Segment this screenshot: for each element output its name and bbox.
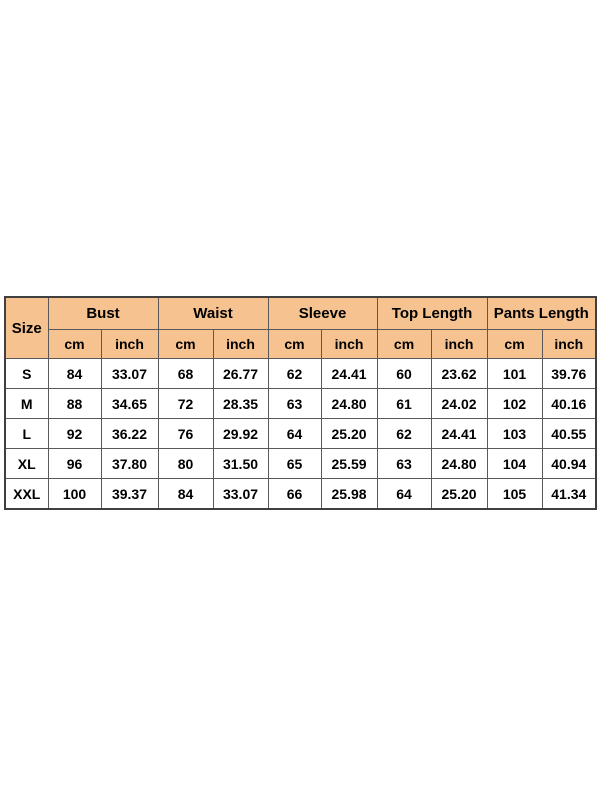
size-column-header: Size xyxy=(4,296,49,359)
cell-top-length-cm: 63 xyxy=(376,448,432,479)
cell-top-length-inch: 24.02 xyxy=(430,388,488,419)
cell-waist-inch: 33.07 xyxy=(212,478,269,510)
cell-waist-inch: 31.50 xyxy=(212,448,269,479)
cell-pants-length-cm: 101 xyxy=(486,358,543,389)
unit-header-bust-cm: cm xyxy=(47,329,102,359)
cell-bust-cm: 88 xyxy=(47,388,102,419)
cell-bust-cm: 96 xyxy=(47,448,102,479)
cell-pants-length-inch: 40.55 xyxy=(541,418,597,449)
cell-top-length-cm: 64 xyxy=(376,478,432,510)
cell-pants-length-cm: 105 xyxy=(486,478,543,510)
cell-sleeve-cm: 64 xyxy=(267,418,322,449)
cell-sleeve-inch: 25.98 xyxy=(320,478,378,510)
cell-top-length-cm: 62 xyxy=(376,418,432,449)
column-group-waist: Waist xyxy=(157,296,269,330)
cell-waist-cm: 80 xyxy=(157,448,214,479)
cell-bust-cm: 100 xyxy=(47,478,102,510)
cell-sleeve-cm: 63 xyxy=(267,388,322,419)
cell-top-length-inch: 25.20 xyxy=(430,478,488,510)
table-row-m: M 88 34.65 72 28.35 63 24.80 61 24.02 10… xyxy=(4,388,597,419)
cell-pants-length-cm: 104 xyxy=(486,448,543,479)
cell-top-length-inch: 23.62 xyxy=(430,358,488,389)
cell-sleeve-inch: 24.41 xyxy=(320,358,378,389)
cell-waist-cm: 68 xyxy=(157,358,214,389)
unit-header-waist-cm: cm xyxy=(157,329,214,359)
cell-bust-inch: 36.22 xyxy=(100,418,159,449)
cell-bust-cm: 84 xyxy=(47,358,102,389)
unit-header-bust-inch: inch xyxy=(100,329,159,359)
unit-header-row: cm inch cm inch cm inch cm inch cm inch xyxy=(5,329,597,359)
cell-top-length-cm: 61 xyxy=(376,388,432,419)
cell-bust-cm: 92 xyxy=(47,418,102,449)
cell-pants-length-inch: 40.94 xyxy=(541,448,597,479)
size-chart-table: Size Bust Waist Sleeve Top Length Pants … xyxy=(4,296,598,510)
cell-waist-inch: 26.77 xyxy=(212,358,269,389)
cell-sleeve-cm: 62 xyxy=(267,358,322,389)
cell-top-length-inch: 24.41 xyxy=(430,418,488,449)
unit-header-sleeve-cm: cm xyxy=(267,329,322,359)
cell-bust-inch: 39.37 xyxy=(100,478,159,510)
cell-sleeve-cm: 66 xyxy=(267,478,322,510)
group-header-row: Size Bust Waist Sleeve Top Length Pants … xyxy=(4,296,597,359)
column-group-sleeve: Sleeve xyxy=(267,296,378,330)
size-label: XXL xyxy=(4,478,49,510)
cell-pants-length-cm: 102 xyxy=(486,388,543,419)
table-row-xxl: XXL 100 39.37 84 33.07 66 25.98 64 25.20… xyxy=(4,478,597,510)
cell-bust-inch: 37.80 xyxy=(100,448,159,479)
cell-waist-cm: 84 xyxy=(157,478,214,510)
unit-header-pants-length-inch: inch xyxy=(541,329,597,359)
cell-bust-inch: 34.65 xyxy=(100,388,159,419)
size-label: M xyxy=(4,388,49,419)
cell-pants-length-inch: 39.76 xyxy=(541,358,597,389)
size-label: XL xyxy=(4,448,49,479)
column-group-pants-length: Pants Length xyxy=(486,296,597,330)
cell-top-length-inch: 24.80 xyxy=(430,448,488,479)
cell-pants-length-inch: 40.16 xyxy=(541,388,597,419)
cell-pants-length-cm: 103 xyxy=(486,418,543,449)
cell-waist-inch: 28.35 xyxy=(212,388,269,419)
cell-sleeve-inch: 25.20 xyxy=(320,418,378,449)
unit-header-waist-inch: inch xyxy=(212,329,269,359)
cell-bust-inch: 33.07 xyxy=(100,358,159,389)
column-group-top-length: Top Length xyxy=(376,296,488,330)
size-chart-container: Size Bust Waist Sleeve Top Length Pants … xyxy=(4,296,598,510)
unit-header-sleeve-inch: inch xyxy=(320,329,378,359)
size-label: L xyxy=(4,418,49,449)
cell-pants-length-inch: 41.34 xyxy=(541,478,597,510)
cell-sleeve-inch: 24.80 xyxy=(320,388,378,419)
cell-sleeve-inch: 25.59 xyxy=(320,448,378,479)
unit-header-pants-length-cm: cm xyxy=(486,329,543,359)
cell-waist-inch: 29.92 xyxy=(212,418,269,449)
column-group-bust: Bust xyxy=(47,296,159,330)
size-label: S xyxy=(4,358,49,389)
cell-top-length-cm: 60 xyxy=(376,358,432,389)
table-row-s: S 84 33.07 68 26.77 62 24.41 60 23.62 10… xyxy=(4,358,597,389)
unit-header-top-length-inch: inch xyxy=(430,329,488,359)
cell-sleeve-cm: 65 xyxy=(267,448,322,479)
cell-waist-cm: 76 xyxy=(157,418,214,449)
table-row-l: L 92 36.22 76 29.92 64 25.20 62 24.41 10… xyxy=(4,418,597,449)
unit-header-top-length-cm: cm xyxy=(376,329,432,359)
cell-waist-cm: 72 xyxy=(157,388,214,419)
table-row-xl: XL 96 37.80 80 31.50 65 25.59 63 24.80 1… xyxy=(4,448,597,479)
